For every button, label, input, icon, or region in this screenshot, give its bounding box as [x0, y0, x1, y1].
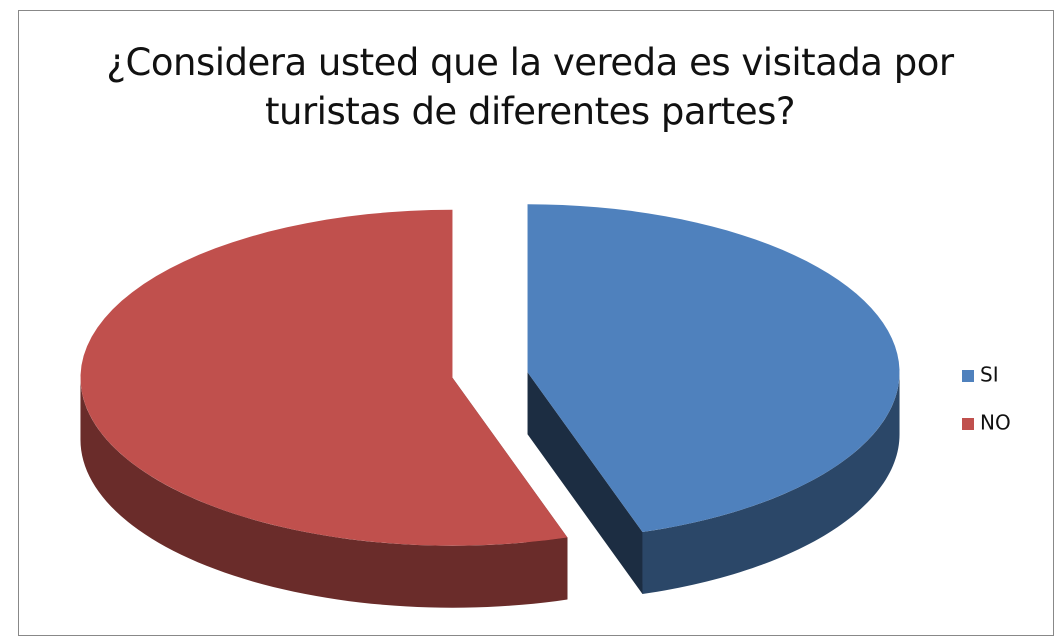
legend-label: SI [980, 363, 999, 387]
slice-side [642, 372, 900, 595]
chart-frame [18, 10, 1054, 636]
slice [527, 204, 900, 533]
slice-cut-face [527, 372, 643, 595]
slice [80, 209, 568, 546]
legend-label: NO [980, 411, 1011, 435]
legend-swatch [962, 370, 974, 382]
legend-swatch [962, 418, 974, 430]
chart-title: ¿Considera usted que la vereda es visita… [106, 41, 954, 133]
slice-side [80, 377, 568, 608]
